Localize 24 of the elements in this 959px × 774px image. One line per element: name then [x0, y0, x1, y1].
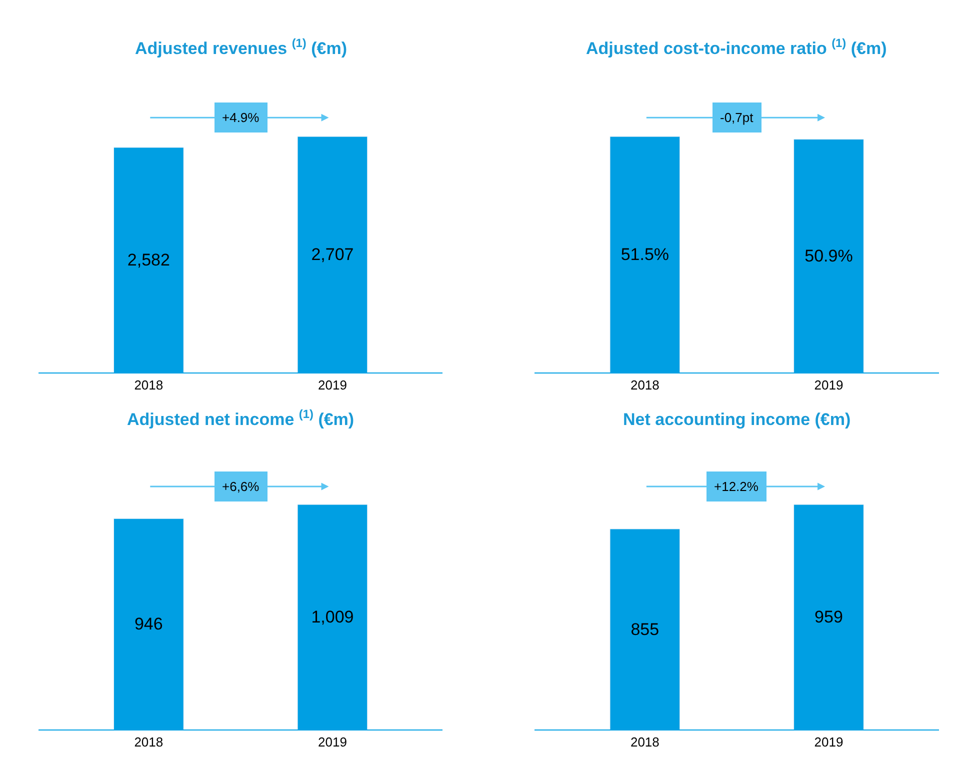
data-label: 50.9% — [804, 246, 853, 266]
data-label: 855 — [630, 620, 660, 639]
x-tick-label: 2018 — [630, 377, 660, 392]
data-label: 2,707 — [311, 245, 354, 264]
x-tick-label: 2018 — [134, 377, 164, 392]
text: -0,7pt — [720, 110, 754, 125]
chart-title: Adjusted cost-to-income ratio $^{(1)}$ (€m) — [586, 36, 887, 58]
x-tick-label: 2019 — [318, 377, 347, 392]
text: +12.2% — [714, 479, 759, 494]
x-tick-label: 2019 — [318, 734, 347, 750]
text: +6,6% — [222, 479, 260, 494]
data-label: 959 — [814, 608, 843, 627]
data-label: 51.5% — [620, 245, 670, 264]
data-label: 946 — [134, 614, 163, 634]
chart-title: Adjusted net income $^{(1)}$ (€m) — [127, 407, 354, 430]
x-tick-label: 2019 — [814, 734, 844, 750]
x-tick-label: 2018 — [630, 734, 660, 750]
data-label: 2,582 — [127, 250, 170, 270]
chart-title: Adjusted revenues $^{(1)}$ (€m) — [135, 36, 347, 58]
x-tick-label: 2018 — [134, 734, 164, 750]
text: +4.9% — [222, 110, 260, 125]
x-tick-label: 2019 — [814, 377, 844, 392]
data-label: 1,009 — [311, 608, 354, 627]
chart-title: Net accounting income (€m) — [623, 410, 851, 429]
